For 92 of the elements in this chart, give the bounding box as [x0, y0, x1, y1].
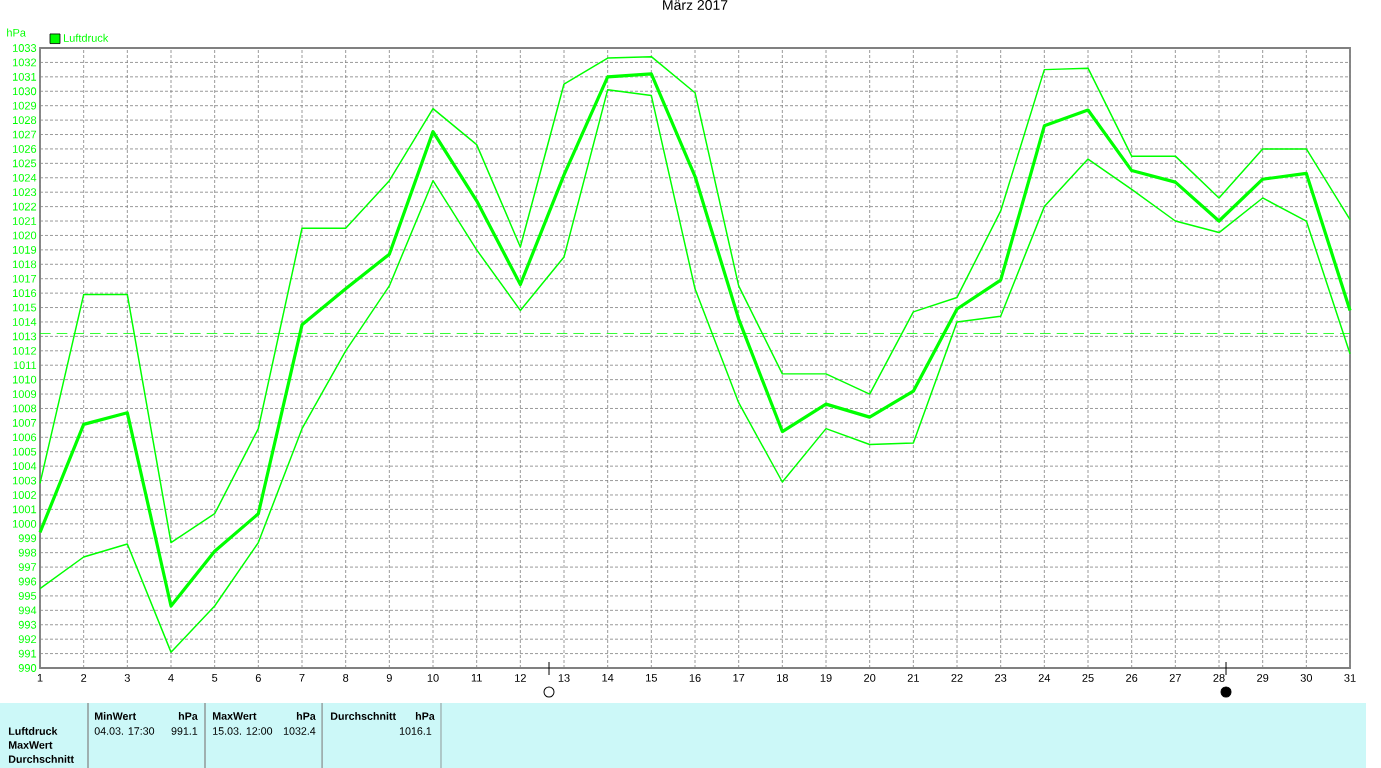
x-tick-label: 6 — [255, 674, 261, 682]
x-tick-label: 16 — [689, 674, 701, 682]
x-tick-label: 21 — [907, 674, 919, 682]
text: 04.03. 17:30 — [94, 727, 155, 735]
text: hPa — [296, 712, 316, 720]
text: 15.03. 12:00 — [213, 727, 273, 735]
x-tick-label: 18 — [777, 674, 788, 682]
y-tick-label: 1005 — [12, 447, 37, 456]
x-tick-label: 29 — [1257, 674, 1269, 682]
text: MaxWert — [212, 712, 257, 720]
x-tick-label: 20 — [864, 674, 876, 682]
x-tick-label: 12 — [515, 674, 526, 682]
x-tick-label: 24 — [1038, 674, 1051, 682]
text: 1032.4 — [283, 727, 316, 735]
y-tick-label: 995 — [18, 592, 37, 600]
y-tick-label: 994 — [18, 606, 37, 615]
x-tick-label: 30 — [1300, 674, 1313, 682]
text: hPa — [178, 712, 198, 720]
text: 991.1 — [171, 727, 198, 735]
y-tick-label: 1021 — [12, 217, 37, 225]
y-tick-label: 998 — [18, 548, 37, 557]
y-tick-label: 1022 — [12, 202, 37, 211]
x-tick-label: 15 — [646, 674, 657, 682]
text: MinWert — [94, 712, 137, 720]
y-tick-label: 1029 — [12, 101, 37, 110]
y-tick-label: 999 — [18, 534, 37, 543]
x-tick-label: 1 — [37, 674, 43, 682]
y-tick-label: 1014 — [12, 318, 37, 326]
x-tick-label: 3 — [124, 674, 130, 682]
chart-title: März 2017 — [663, 0, 728, 10]
y-tick-label: 1018 — [12, 260, 37, 269]
text: MaxWert — [8, 741, 53, 749]
y-axis-title: hPa — [7, 28, 26, 37]
x-tick-label: 7 — [299, 674, 305, 682]
y-tick-label: 1033 — [12, 44, 37, 52]
y-tick-label: 1013 — [12, 332, 37, 341]
y-tick-label: 1010 — [12, 375, 37, 384]
y-tick-label: 1007 — [12, 419, 37, 427]
x-tick-label: 2 — [81, 674, 87, 682]
x-tick-label: 5 — [212, 674, 218, 682]
y-tick-label: 1016 — [12, 289, 37, 298]
y-tick-label: 993 — [18, 620, 37, 629]
y-tick-label: 990 — [18, 664, 37, 672]
x-tick-label: 10 — [427, 674, 439, 682]
x-tick-label: 28 — [1213, 674, 1225, 682]
y-tick-label: 1015 — [12, 303, 37, 312]
y-tick-label: 1027 — [12, 130, 37, 139]
x-tick-label: 25 — [1082, 674, 1094, 682]
y-tick-label: 1028 — [12, 116, 37, 124]
y-tick-label: 1009 — [12, 390, 37, 398]
y-tick-label: 1032 — [12, 58, 37, 67]
text: hPa — [415, 712, 435, 720]
y-tick-label: 1019 — [12, 245, 37, 254]
y-tick-label: 1025 — [12, 159, 37, 168]
x-tick-label: 14 — [602, 674, 614, 682]
text: Durchschnitt — [8, 755, 74, 763]
y-tick-label: 1001 — [12, 505, 37, 514]
y-tick-label: 1003 — [12, 476, 37, 485]
x-tick-label: 4 — [168, 674, 174, 682]
x-tick-label: 31 — [1344, 674, 1356, 682]
y-tick-label: 1017 — [12, 274, 37, 283]
y-tick-label: 1023 — [12, 188, 37, 197]
y-tick-label: 992 — [18, 635, 37, 644]
x-tick-label: 22 — [951, 674, 963, 682]
legend-label: Luftdruck — [63, 33, 109, 42]
x-tick-label: 9 — [386, 674, 392, 682]
y-tick-label: 1030 — [12, 87, 37, 96]
y-tick-label: 1004 — [12, 462, 37, 471]
x-tick-label: 23 — [995, 674, 1007, 682]
y-tick-label: 1026 — [12, 145, 37, 153]
y-tick-label: 1011 — [13, 361, 37, 370]
text: Luftdruck — [8, 727, 58, 735]
x-tick-label: 19 — [820, 674, 832, 682]
y-tick-label: 1002 — [12, 491, 37, 499]
x-tick-label: 13 — [558, 674, 570, 682]
y-tick-label: 996 — [18, 577, 37, 586]
y-tick-label: 1031 — [12, 72, 37, 81]
text: 1016.1 — [399, 727, 432, 735]
y-tick-label: 1024 — [12, 173, 37, 182]
y-tick-label: 1006 — [12, 433, 37, 442]
x-tick-label: 27 — [1169, 674, 1181, 682]
y-tick-label: 997 — [18, 563, 37, 571]
y-tick-label: 991 — [18, 649, 37, 658]
text: Durchschnitt — [330, 712, 396, 720]
x-tick-label: 26 — [1126, 674, 1138, 682]
y-tick-label: 1012 — [12, 346, 37, 355]
y-tick-label: 1020 — [12, 231, 37, 240]
y-tick-label: 1000 — [12, 519, 37, 528]
x-tick-label: 11 — [471, 674, 482, 682]
x-tick-label: 17 — [733, 674, 745, 682]
x-tick-label: 8 — [343, 674, 349, 682]
y-tick-label: 1008 — [12, 404, 37, 413]
